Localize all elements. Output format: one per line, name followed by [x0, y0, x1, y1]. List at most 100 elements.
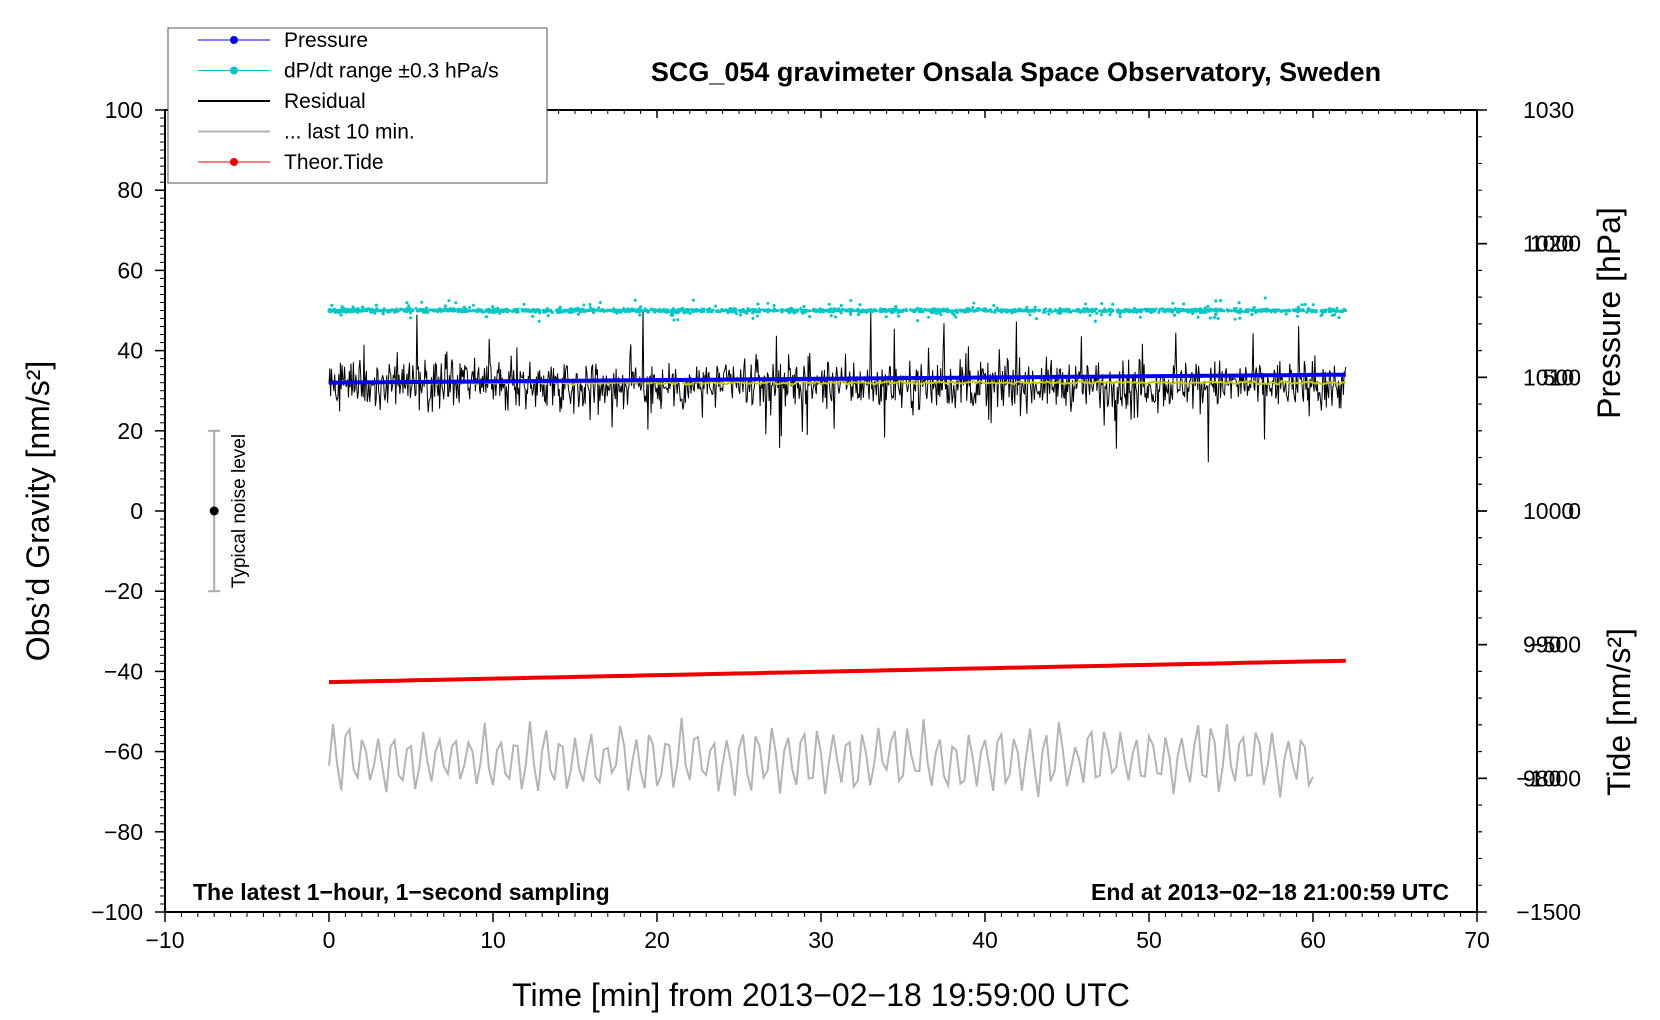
- dpdt-point: [1257, 309, 1261, 313]
- dpdt-point: [1337, 316, 1341, 320]
- legend: Pressure dP/dt range ±0.3 hPa/s Residual..…: [167, 27, 548, 184]
- dpdt-point: [751, 316, 755, 320]
- dpdt-point: [772, 304, 776, 307]
- dpdt-point: [900, 308, 904, 312]
- dpdt-point: [683, 308, 687, 312]
- dpdt-point: [1291, 308, 1295, 312]
- dpdt-point: [484, 308, 488, 312]
- dpdt-point: [546, 314, 550, 318]
- dpdt-point: [671, 309, 675, 313]
- dpdt-point: [361, 305, 365, 309]
- dpdt-point: [447, 299, 451, 303]
- dpdt-point: [808, 315, 812, 319]
- dpdt-point: [424, 308, 428, 312]
- dpdt-point: [939, 313, 943, 317]
- dpdt-point: [708, 307, 711, 311]
- x-tick-label: −10: [145, 927, 184, 953]
- annotation-end-time: End at 2013−02−18 21:00:59 UTC: [1091, 879, 1449, 905]
- theor-tide-line: [328, 658, 1346, 685]
- dpdt-point: [359, 308, 363, 312]
- dpdt-point: [1140, 308, 1144, 312]
- dpdt-point: [1088, 313, 1092, 317]
- dpdt-point: [927, 315, 930, 319]
- dpdt-point: [531, 309, 535, 313]
- dpdt-point: [1118, 309, 1121, 312]
- dpdt-point: [330, 303, 334, 307]
- dpdt-point: [653, 310, 657, 314]
- dpdt-point: [766, 301, 770, 305]
- dpdt-point: [598, 301, 602, 304]
- dpdt-point: [829, 314, 833, 318]
- dpdt-point: [954, 315, 958, 319]
- dpdt-point: [550, 310, 554, 314]
- dpdt-point: [493, 307, 497, 311]
- dpdt-point: [405, 307, 409, 310]
- dpdt-point: [531, 314, 535, 318]
- dpdt-point: [537, 310, 541, 314]
- dpdt-point: [431, 308, 435, 312]
- dpdt-point: [1164, 310, 1168, 314]
- dpdt-point: [485, 315, 488, 319]
- dpdt-point: [621, 308, 625, 312]
- dpdt-point: [805, 309, 809, 313]
- dpdt-point: [638, 305, 642, 309]
- dpdt-point: [789, 309, 793, 313]
- dpdt-point: [680, 306, 684, 310]
- dpdt-point: [1152, 309, 1156, 313]
- dpdt-point: [879, 307, 883, 311]
- dpdt-point: [1203, 306, 1207, 310]
- dpdt-point: [793, 309, 797, 313]
- dpdt-point: [1038, 308, 1042, 312]
- dpdt-point: [676, 318, 680, 322]
- dpdt-point: [380, 308, 384, 312]
- tide-tick-label: 500: [1543, 364, 1581, 390]
- legend-label: dP/dt range ±0.3 hPa/s: [284, 60, 499, 83]
- noise-label: Typical noise level: [229, 434, 250, 588]
- dpdt-point: [990, 310, 994, 314]
- pressure-tick-label: 1020: [1523, 231, 1574, 257]
- dpdt-point: [858, 303, 862, 307]
- dpdt-point: [1128, 308, 1132, 312]
- dpdt-point: [1063, 308, 1067, 312]
- dpdt-point: [568, 310, 572, 314]
- dpdt-point: [757, 309, 761, 313]
- dpdt-point: [1222, 309, 1226, 313]
- dpdt-point: [848, 308, 852, 312]
- dpdt-point: [399, 307, 402, 311]
- dpdt-point: [952, 309, 956, 313]
- dpdt-point: [428, 308, 432, 312]
- dpdt-point: [938, 308, 942, 312]
- dpdt-point: [1198, 307, 1202, 311]
- dpdt-point: [516, 310, 520, 314]
- dpdt-point: [1238, 309, 1242, 313]
- dpdt-point: [559, 308, 563, 312]
- dpdt-point: [1216, 316, 1220, 320]
- dpdt-point: [761, 308, 765, 312]
- dpdt-point: [723, 308, 727, 312]
- dpdt-point: [1042, 308, 1046, 312]
- dpdt-point: [1173, 307, 1177, 311]
- dpdt-point: [714, 304, 718, 308]
- dpdt-point: [1171, 301, 1175, 305]
- tide-tick-label: 0: [1568, 498, 1581, 524]
- dpdt-point: [645, 309, 649, 313]
- dpdt-point: [443, 304, 447, 308]
- dpdt-point: [514, 310, 518, 314]
- dpdt-point: [1252, 305, 1256, 309]
- dpdt-point: [1234, 307, 1238, 311]
- dpdt-point: [462, 310, 466, 314]
- dpdt-point: [592, 311, 596, 315]
- dpdt-point: [686, 309, 690, 313]
- dpdt-point: [954, 310, 958, 314]
- y-axis-title-left: Obs’d Gravity [nm/s²]: [20, 361, 56, 662]
- dpdt-point: [829, 310, 833, 313]
- dpdt-point: [375, 308, 379, 312]
- chart-title: SCG_054 gravimeter Onsala Space Observat…: [651, 57, 1381, 87]
- dpdt-point: [772, 309, 775, 313]
- dpdt-point: [605, 309, 609, 313]
- dpdt-point: [1143, 307, 1147, 311]
- dpdt-point: [728, 307, 732, 310]
- dpdt-point: [1118, 315, 1122, 319]
- dpdt-point: [849, 312, 853, 316]
- y-tick-label: 20: [117, 418, 143, 444]
